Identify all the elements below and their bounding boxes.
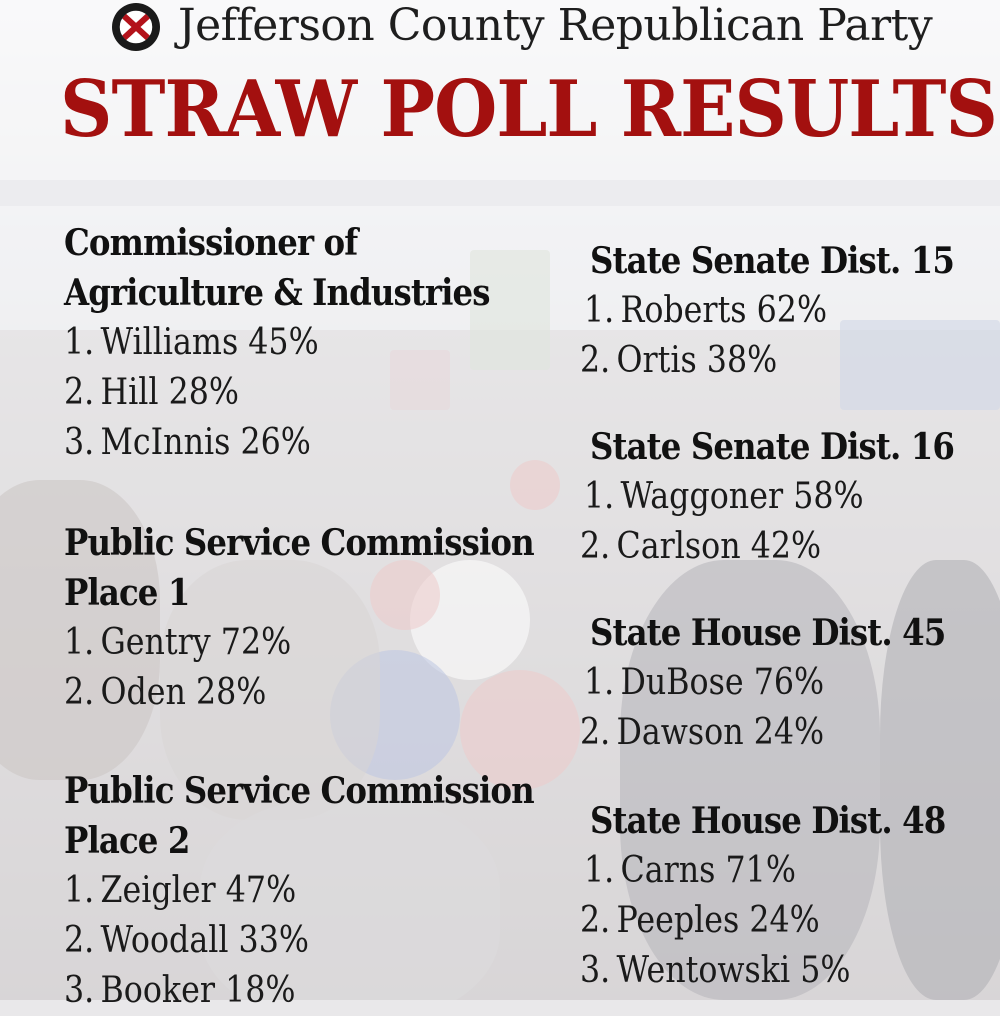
race-title: Public Service Commission — [64, 770, 535, 812]
candidate-percent: 72% — [220, 622, 292, 663]
candidate-percent: 62% — [756, 290, 828, 331]
candidate-name: Booker — [100, 970, 216, 1011]
rank: 2. — [580, 526, 611, 567]
rank: 1. — [64, 322, 95, 363]
race-title: State Senate Dist. 16 — [590, 426, 955, 468]
result-row: 2. Dawson 24% — [580, 708, 936, 758]
candidate-percent: 47% — [225, 870, 297, 911]
race-title: Commissioner of — [64, 222, 358, 264]
candidate-percent: 24% — [753, 712, 825, 753]
candidate-percent: 45% — [248, 322, 319, 363]
rank: 1. — [584, 662, 615, 703]
rank: 2. — [64, 372, 95, 413]
result-row: 3. Booker 18% — [64, 966, 523, 1016]
result-row: 2. Hill 28% — [64, 368, 480, 418]
candidate-name: Zeigler — [100, 870, 216, 911]
rank: 2. — [580, 712, 611, 753]
result-row: 1. Roberts 62% — [584, 286, 945, 336]
rank: 3. — [64, 970, 95, 1011]
rank: 2. — [580, 340, 611, 381]
rank: 1. — [584, 290, 615, 331]
rank: 3. — [580, 950, 611, 991]
candidate-name: Roberts — [620, 290, 747, 331]
result-row: 3. Wentowski 5% — [580, 946, 936, 996]
result-row: 1. Williams 45% — [64, 318, 480, 368]
result-row: 2. Peeples 24% — [580, 896, 936, 946]
candidate-percent: 42% — [750, 526, 822, 567]
candidate-name: Woodall — [100, 920, 229, 961]
candidate-name: Gentry — [100, 622, 211, 663]
result-row: 3. McInnis 26% — [64, 418, 480, 468]
candidate-name: Peeples — [616, 900, 740, 941]
candidate-name: Oden — [100, 672, 186, 713]
rank: 2. — [64, 920, 95, 961]
candidate-name: Williams — [100, 322, 239, 363]
race-psc-place-1: Public Service Commission Place 1 1. Gen… — [64, 518, 586, 718]
candidate-name: DuBose — [620, 662, 744, 703]
candidate-percent: 18% — [225, 970, 296, 1011]
race-house-48: State House Dist. 48 1. Carns 71% 2. Pee… — [580, 796, 985, 996]
race-senate-16: State Senate Dist. 16 1. Waggoner 58% 2.… — [580, 422, 994, 572]
candidate-percent: 28% — [195, 672, 267, 713]
result-row: 1. Carns 71% — [584, 846, 937, 896]
result-row: 1. Gentry 72% — [64, 618, 523, 668]
candidate-percent: 26% — [240, 422, 311, 463]
race-psc-place-2: Public Service Commission Place 2 1. Zei… — [64, 766, 586, 1016]
candidate-percent: 33% — [238, 920, 309, 961]
race-title: Agriculture & Industries — [64, 272, 490, 314]
candidate-percent: 28% — [168, 372, 239, 413]
race-title: State House Dist. 48 — [590, 800, 946, 842]
candidate-name: Dawson — [616, 712, 744, 753]
result-row: 2. Ortis 38% — [580, 336, 945, 386]
candidate-percent: 38% — [706, 340, 778, 381]
candidate-percent: 24% — [749, 900, 820, 941]
race-title: State House Dist. 45 — [590, 612, 946, 654]
race-title: Public Service Commission — [64, 522, 535, 564]
rank: 2. — [580, 900, 611, 941]
result-row: 1. Waggoner 58% — [584, 472, 945, 522]
rank: 1. — [584, 476, 615, 517]
candidate-name: Carlson — [616, 526, 741, 567]
race-senate-15: State Senate Dist. 15 1. Roberts 62% 2. … — [580, 236, 994, 386]
result-row: 1. DuBose 76% — [584, 658, 937, 708]
race-title: State Senate Dist. 15 — [590, 240, 955, 282]
party-logo — [112, 3, 160, 51]
result-row: 2. Woodall 33% — [64, 916, 523, 966]
race-house-45: State House Dist. 45 1. DuBose 76% 2. Da… — [580, 608, 985, 758]
result-row: 2. Carlson 42% — [580, 522, 945, 572]
race-title: Place 2 — [64, 820, 190, 862]
result-row: 2. Oden 28% — [64, 668, 523, 718]
candidate-percent: 5% — [800, 950, 851, 991]
rank: 1. — [64, 870, 95, 911]
rank: 3. — [64, 422, 95, 463]
candidate-percent: 58% — [793, 476, 864, 517]
candidate-name: Hill — [100, 372, 159, 413]
rank: 1. — [64, 622, 95, 663]
party-name: Jefferson County Republican Party — [178, 0, 933, 51]
candidate-name: Wentowski — [616, 950, 791, 991]
main-title: STRAW POLL RESULTS — [60, 64, 998, 155]
race-title: Place 1 — [64, 572, 190, 614]
result-row: 1. Zeigler 47% — [64, 866, 523, 916]
candidate-name: Carns — [620, 850, 716, 891]
candidate-name: Waggoner — [620, 476, 784, 517]
candidate-name: Ortis — [616, 340, 697, 381]
candidate-name: McInnis — [100, 422, 231, 463]
rank: 1. — [584, 850, 615, 891]
rank: 2. — [64, 672, 95, 713]
candidate-percent: 76% — [753, 662, 825, 703]
race-commissioner-agriculture: Commissioner of Agriculture & Industries… — [64, 218, 537, 468]
candidate-percent: 71% — [725, 850, 796, 891]
